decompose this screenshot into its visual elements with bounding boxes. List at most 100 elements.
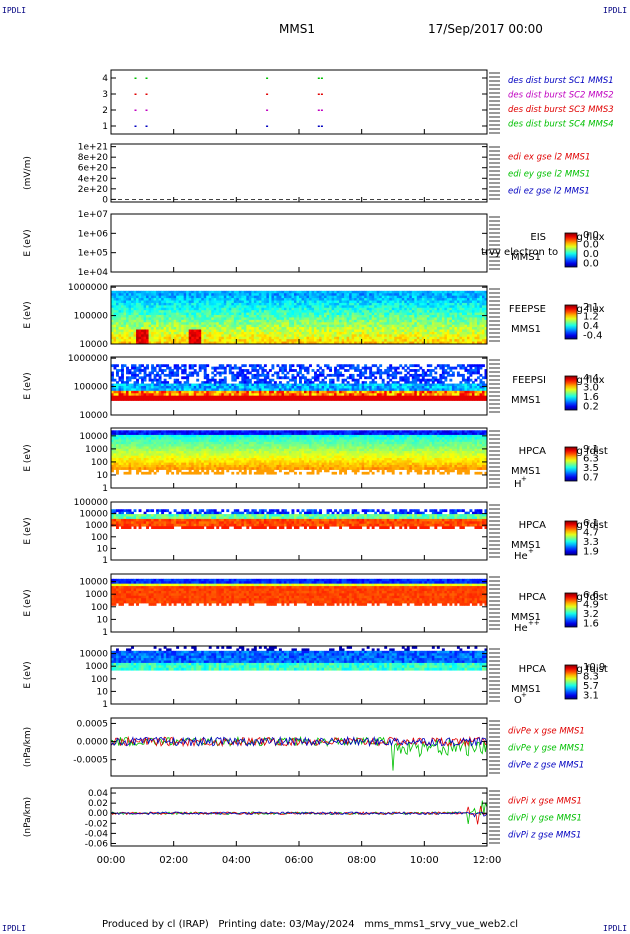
spectrogram-hpca_h <box>111 430 488 475</box>
ytick-label: 1e+21 <box>78 143 108 153</box>
ytick-label: 100000 <box>74 383 109 393</box>
legend-entry: edi ey gse l2 MMS1 <box>508 169 590 179</box>
ytick-label: 1 <box>102 122 108 132</box>
ytick-label: -0.02 <box>85 819 108 829</box>
species-charge: + <box>521 475 527 483</box>
species-charge: + <box>521 691 527 699</box>
ytick-label: 0.00 <box>88 809 108 819</box>
corner-tag-bottom-right: IPDLI <box>603 924 628 933</box>
colorbar-tick: 6.3 <box>583 454 599 465</box>
ytick-label: 1000 <box>85 445 108 455</box>
ytick-label: 0 <box>102 195 108 205</box>
colorbar-tick: 4.4 <box>583 373 599 384</box>
ytick-label: 8e+20 <box>78 153 109 163</box>
species-label: He <box>514 551 528 562</box>
ytick-label: 1000000 <box>68 354 108 364</box>
footer-credit: Produced by cl (IRAP) Printing date: 03/… <box>102 919 519 930</box>
colorbar-tick: 8.3 <box>583 672 599 683</box>
spectrogram-hpca_he <box>111 509 488 529</box>
ylabel-eis: E (eV) <box>23 229 33 256</box>
ylabel-edi: (mV/m) <box>23 156 33 190</box>
colorbar-tick: 0.2 <box>583 402 599 413</box>
spacecraft-label: MMS1 <box>511 684 541 695</box>
ylabel-hpca_h: E (eV) <box>23 444 33 471</box>
time-tick-label: 06:00 <box>285 855 314 866</box>
ytick-label: 1000 <box>85 590 108 600</box>
burst-mark <box>266 109 269 111</box>
ytick-label: 100 <box>91 675 108 685</box>
legend-entry: des dist burst SC2 MMS2 <box>508 91 614 101</box>
panel-frame-eis <box>110 213 488 273</box>
instrument-label: FEEPSI <box>512 375 546 386</box>
panel-frame-burst <box>110 69 488 135</box>
colorbar-tick: 1.6 <box>583 619 599 630</box>
ytick-label: 4 <box>102 74 108 84</box>
spectrogram-hpca_o <box>111 646 488 671</box>
colorbar <box>564 375 578 411</box>
ytick-label: 100 <box>91 458 108 468</box>
ylabel-feepsi: E (eV) <box>23 372 33 399</box>
spacecraft-label: MMS1 <box>511 252 541 263</box>
ytick-label: 4e+20 <box>78 174 109 184</box>
colorbar-tick: 5.7 <box>583 681 599 692</box>
spacecraft-label: MMS1 <box>511 395 541 406</box>
legend-entry: divPe x gse MMS1 <box>508 726 585 736</box>
colorbar-tick: 4.7 <box>583 528 599 539</box>
burst-mark <box>266 77 269 79</box>
colorbar <box>564 304 578 340</box>
ytick-label: 10000 <box>79 578 108 588</box>
spacecraft-title: MMS1 <box>279 22 315 36</box>
burst-mark <box>134 77 137 79</box>
burst-mark <box>317 125 320 127</box>
ylabel-hpca_o: E (eV) <box>23 661 33 688</box>
burst-mark <box>266 125 269 127</box>
colorbar-tick: 3.2 <box>583 609 599 620</box>
colorbar-title: Log fdist <box>565 520 608 531</box>
ytick-label: 1 <box>102 484 108 494</box>
colorbar-title: Log fdist <box>565 446 608 457</box>
colorbar-tick: 10.9 <box>583 662 605 673</box>
burst-mark <box>320 77 323 79</box>
ytick-label: 100 <box>91 603 108 613</box>
time-tick-label: 04:00 <box>222 855 251 866</box>
ytick-label: 100000 <box>74 312 109 322</box>
divpi-series-x <box>110 805 488 825</box>
ylabel-hpca_hepp: E (eV) <box>23 589 33 616</box>
colorbar-tick: 2.1 <box>583 302 599 313</box>
colorbar-title: Log flux <box>565 232 605 243</box>
ytick-label: 2 <box>102 106 108 116</box>
colorbar-tick: 4.9 <box>583 600 599 611</box>
instrument-label: HPCA <box>519 446 547 457</box>
colorbar-tick: 3.0 <box>583 383 599 394</box>
divpi-series-z <box>110 811 488 818</box>
ytick-label: -0.04 <box>85 829 109 839</box>
ytick-label: 10 <box>97 687 109 697</box>
species-label: He <box>514 623 528 634</box>
legend-entry: edi ex gse l2 MMS1 <box>508 152 590 162</box>
burst-mark <box>134 125 137 127</box>
burst-mark <box>317 109 320 111</box>
ytick-label: 10000 <box>79 650 108 660</box>
spacecraft-label: MMS1 <box>511 612 541 623</box>
divpi-series-y <box>110 800 488 825</box>
ytick-label: 1 <box>102 556 108 566</box>
colorbar-tick: 0.0 <box>583 230 599 241</box>
burst-mark <box>134 109 137 111</box>
ytick-label: 10000 <box>79 432 108 442</box>
ytick-label: 0.04 <box>88 789 108 799</box>
ytick-label: 3 <box>102 90 108 100</box>
burst-mark <box>320 109 323 111</box>
burst-mark <box>317 93 320 95</box>
colorbar-tick: 1.6 <box>583 392 599 403</box>
plot-date: 17/Sep/2017 00:00 <box>428 22 543 36</box>
divpe-series-y <box>110 735 488 771</box>
divpe-series-z <box>110 735 488 748</box>
legend-entry: edi ez gse l2 MMS1 <box>508 186 590 196</box>
ytick-label: 10 <box>97 615 109 625</box>
spectrogram-feepsi <box>111 364 488 401</box>
time-tick-label: 00:00 <box>97 855 126 866</box>
panel-frame-divpi <box>110 787 488 847</box>
colorbar-title: Log flux <box>565 375 605 386</box>
colorbar-title: Log fdist <box>565 664 608 675</box>
species-label: O <box>514 695 522 706</box>
